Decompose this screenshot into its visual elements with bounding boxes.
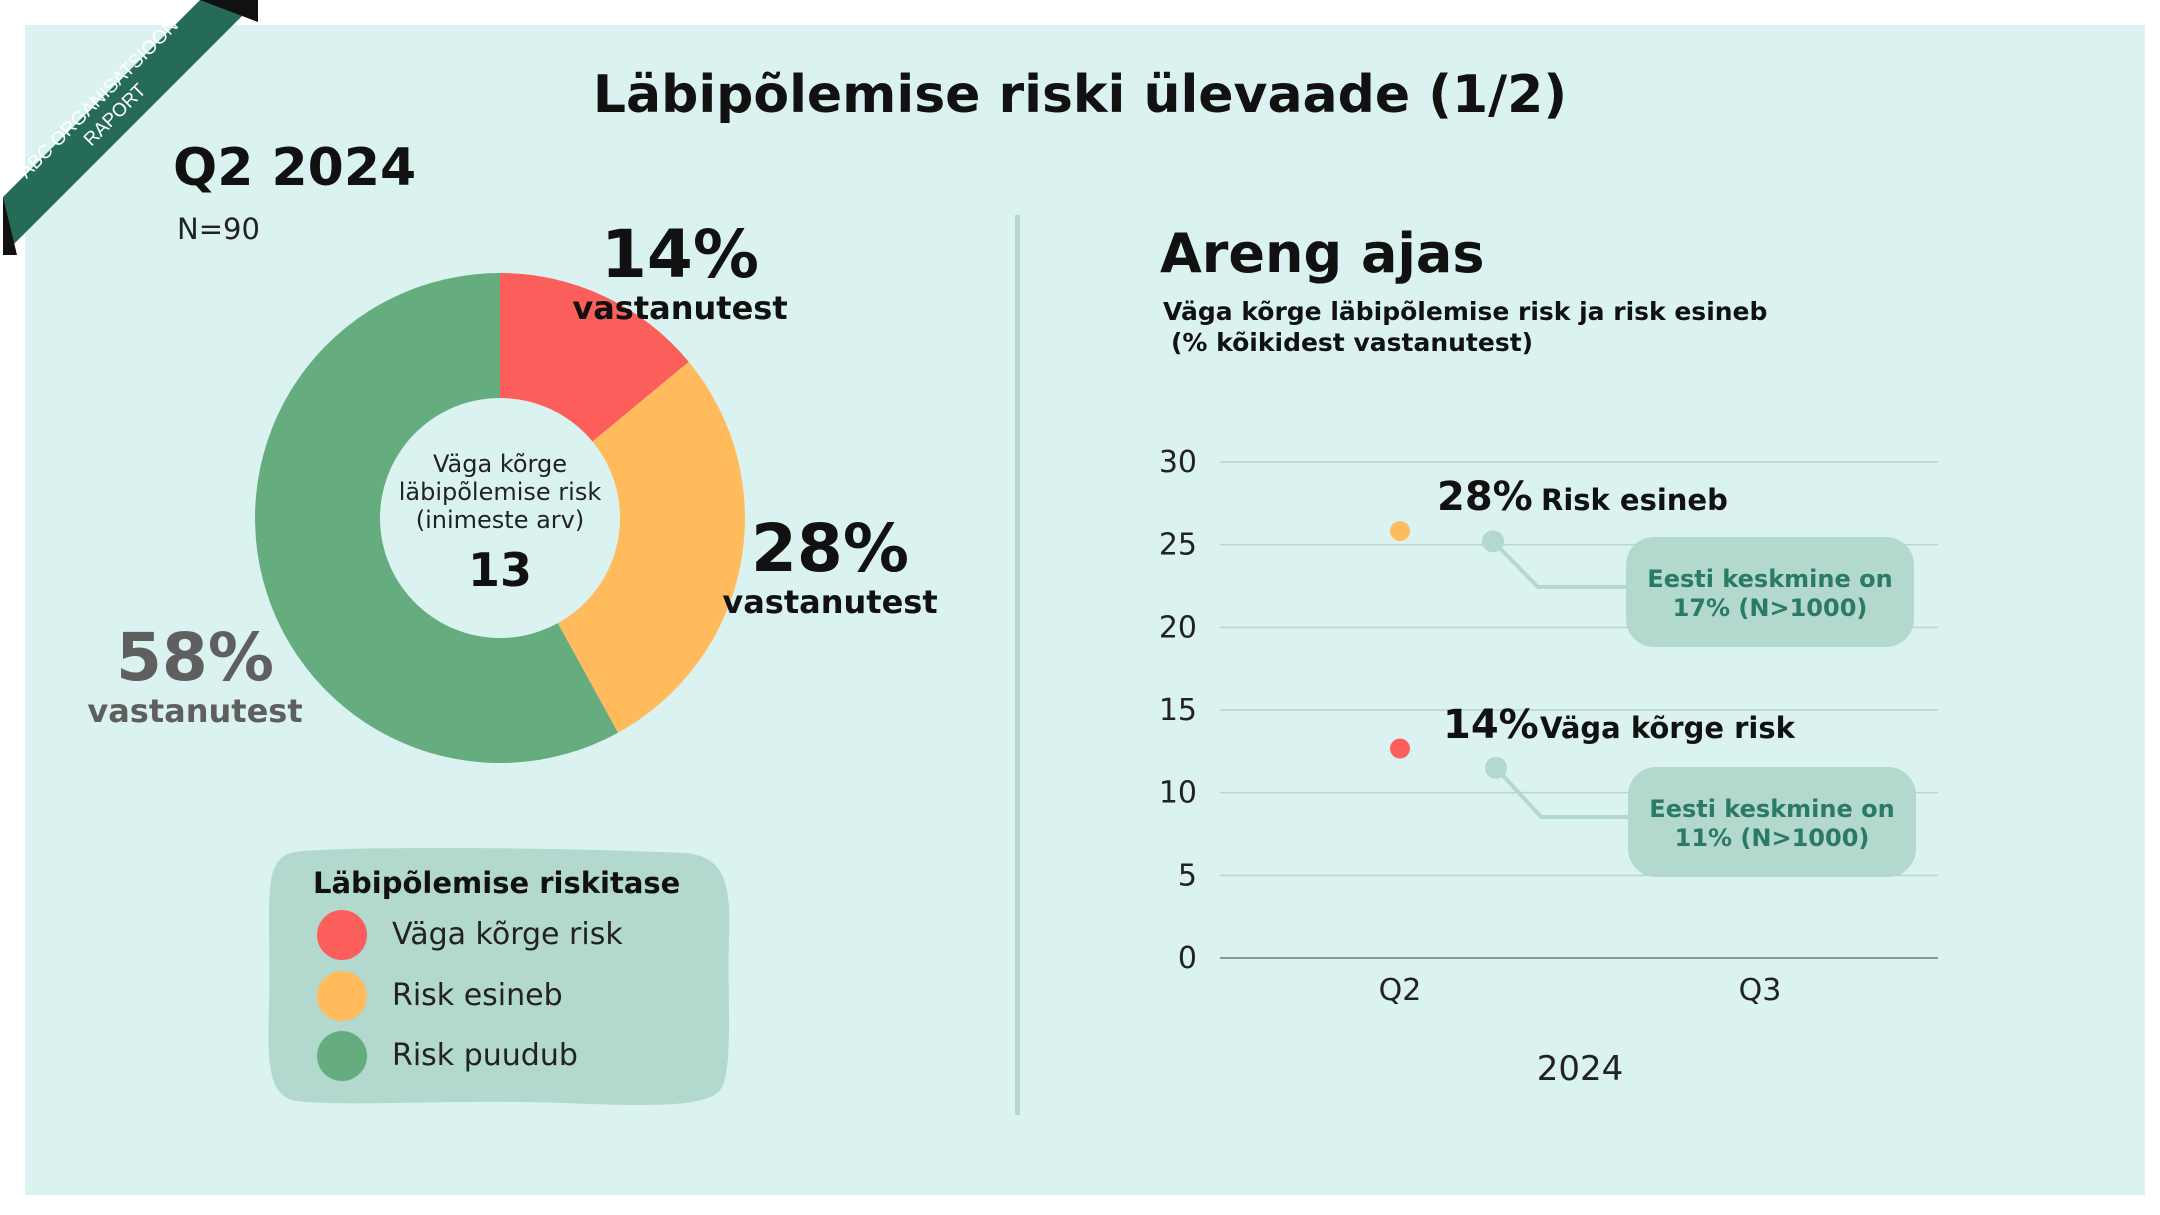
- callout-avg-high: Eesti keskmine on 11% (N>1000): [1628, 767, 1916, 877]
- label-high-name: Väga kõrge risk: [1540, 711, 1796, 745]
- trend-subtitle: Väga kõrge läbipõlemise risk ja risk esi…: [1163, 296, 1767, 359]
- point-risk-esineb: [1390, 521, 1410, 542]
- callout-avg-high-line2: 11% (N>1000): [1674, 823, 1870, 852]
- trend-subtitle-line1: Väga kõrge läbipõlemise risk ja risk esi…: [1163, 297, 1768, 326]
- trend-title: Areng ajas: [1160, 222, 1485, 285]
- legend-item-no-risk: Risk puudub: [392, 1038, 578, 1073]
- legend-title: Läbipõlemise riskitase: [313, 866, 681, 900]
- y-tick-label: 10: [1159, 776, 1197, 811]
- donut-label-red: 14% vastanutest: [560, 216, 800, 327]
- donut-slice-risk: [557, 361, 745, 733]
- donut-center-line1: Väga kõrge: [433, 450, 567, 478]
- callout-avg-high-line1: Eesti keskmine on: [1649, 795, 1895, 823]
- label-risk-pct: 28%: [1437, 474, 1533, 520]
- donut-center-value: 13: [468, 543, 532, 597]
- y-tick-label: 0: [1178, 941, 1197, 976]
- donut-label-orange: 28% vastanutest: [710, 510, 950, 621]
- quarter-label: Q2 2024: [173, 138, 417, 198]
- donut-label-red-pct: 14%: [601, 216, 759, 293]
- legend-box: [268, 847, 730, 1106]
- callout-avg-risk-line2: 17% (N>1000): [1672, 593, 1868, 622]
- callout-anchor-dot: [1482, 530, 1504, 553]
- y-tick-label: 20: [1159, 610, 1197, 645]
- x-tick-label: Q2: [1379, 973, 1422, 1008]
- legend-swatch-risk: [317, 971, 367, 1021]
- point-very-high-risk: [1390, 738, 1410, 759]
- donut-center-line2: läbipõlemise risk: [399, 478, 602, 506]
- legend-swatch-very-high: [317, 910, 367, 960]
- callout-avg-risk: Eesti keskmine on 17% (N>1000): [1626, 537, 1914, 647]
- callout-anchor-dot: [1485, 756, 1507, 779]
- y-tick-label: 15: [1159, 693, 1197, 728]
- donut-label-orange-pct: 28%: [751, 510, 909, 587]
- donut-label-orange-sub: vastanutest: [722, 583, 938, 621]
- donut-label-green: 58% vastanutest: [75, 619, 315, 730]
- donut-label-red-sub: vastanutest: [572, 289, 788, 327]
- donut-slice-no-risk: [254, 273, 619, 763]
- donut-label-green-sub: vastanutest: [87, 692, 303, 730]
- corner-ribbon: ABC ORGANISATSIOON RAPORT: [0, 0, 260, 260]
- legend-item-risk: Risk esineb: [392, 978, 563, 1013]
- callout-connector: [1491, 539, 1626, 589]
- y-tick-label: 25: [1159, 528, 1197, 563]
- x-axis-title: 2024: [1537, 1049, 1624, 1089]
- callout-avg-risk-line1: Eesti keskmine on: [1647, 565, 1893, 593]
- y-tick-label: 30: [1159, 445, 1197, 480]
- donut-chart: Väga kõrge läbipõlemise risk (inimeste a…: [254, 273, 745, 763]
- callout-connector: [1494, 766, 1628, 819]
- page-title: Läbipõlemise riski ülevaade (1/2): [592, 65, 1568, 125]
- x-tick-label: Q3: [1739, 973, 1782, 1008]
- y-tick-label: 5: [1178, 858, 1197, 893]
- donut-label-green-pct: 58%: [116, 619, 274, 696]
- panel-divider: [1015, 215, 1020, 1115]
- trend-subtitle-line2: (% kõikidest vastanutest): [1171, 328, 1534, 358]
- sample-size: N=90: [177, 212, 260, 246]
- donut-center-line3: (inimeste arv): [416, 506, 585, 534]
- label-risk-name: Risk esineb: [1541, 483, 1728, 517]
- legend-swatch-no-risk: [317, 1031, 367, 1081]
- label-high-pct: 14%: [1443, 702, 1539, 748]
- donut-slice-very-high: [500, 273, 689, 442]
- legend-item-very-high: Väga kõrge risk: [392, 917, 623, 952]
